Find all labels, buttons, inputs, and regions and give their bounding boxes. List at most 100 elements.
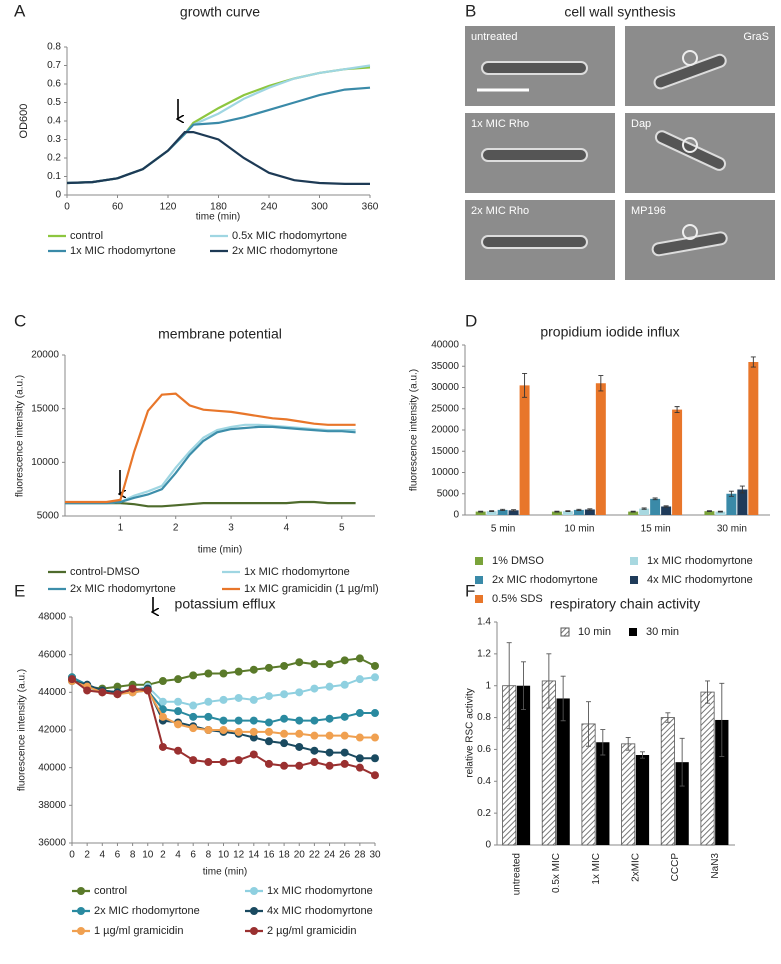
y-tick-label: 0.2	[477, 808, 491, 819]
legend-label: 2x MIC rhodomyrtone	[94, 905, 200, 917]
point	[158, 697, 167, 706]
x-tick-label: 4	[284, 523, 290, 534]
y-tick-label: 36000	[38, 838, 66, 849]
series-line	[66, 131, 370, 185]
point	[371, 709, 379, 718]
error-bar	[598, 375, 604, 392]
point	[295, 729, 304, 738]
point	[264, 663, 273, 672]
point	[355, 733, 364, 742]
point	[83, 686, 92, 695]
bar	[639, 508, 650, 515]
x-tick-label: NaN3	[710, 853, 721, 879]
x-tick-label: 30	[369, 850, 381, 861]
error-bar	[586, 701, 592, 747]
x-tick-label: untreated	[511, 853, 522, 895]
error-bar	[522, 373, 528, 398]
point	[174, 707, 183, 716]
x-tick-label: 2	[84, 850, 90, 861]
point	[234, 756, 243, 765]
point	[189, 712, 198, 721]
error-bar	[706, 510, 712, 513]
point	[340, 748, 349, 757]
x-axis-label: time (min)	[198, 545, 242, 556]
y-tick-label: 1	[485, 680, 491, 691]
series-line	[66, 86, 371, 185]
error-bar	[750, 356, 756, 368]
chart-title: membrane potential	[158, 326, 282, 342]
x-tick-label: 14	[248, 850, 260, 861]
error-bar	[500, 508, 506, 511]
x-tick-label: 3	[228, 523, 234, 534]
error-bar	[719, 682, 725, 758]
bar	[475, 511, 486, 515]
y-tick-label: 0	[453, 510, 459, 521]
y-tick-label: 0.7	[47, 60, 61, 71]
x-tick-label: 8	[130, 850, 136, 861]
y-tick-label: 0.4	[477, 776, 491, 787]
error-bar	[652, 497, 658, 501]
bar	[573, 509, 584, 515]
legend-label: 4x MIC rhodomyrtone	[267, 905, 373, 917]
legend-label: 2x MIC rhodomyrtone	[232, 245, 338, 257]
x-tick-label: 10	[142, 850, 154, 861]
point	[204, 758, 213, 767]
point	[325, 682, 334, 691]
x-tick-label: 6	[115, 850, 121, 861]
error-bar	[630, 510, 636, 513]
x-axis-label: time (min)	[196, 212, 240, 223]
y-tick-label: 0.6	[477, 744, 491, 755]
x-tick-label: 28	[354, 850, 366, 861]
point	[158, 705, 167, 714]
panel-label: C	[14, 311, 26, 330]
point	[371, 771, 379, 780]
point	[340, 656, 349, 665]
point	[234, 727, 243, 736]
legend-label: 30 min	[646, 626, 679, 638]
y-tick-label: 5000	[437, 488, 460, 499]
point	[355, 675, 364, 684]
point	[280, 729, 289, 738]
series-line	[66, 66, 371, 185]
y-tick-label: 0.1	[47, 171, 61, 182]
y-axis-label: fluorescence intensity (a.u.)	[15, 375, 26, 497]
bar	[497, 509, 508, 515]
y-axis-label: fluorescence intensity (a.u.)	[409, 369, 420, 491]
bar	[519, 385, 530, 515]
legend-swatch	[475, 557, 483, 565]
legend-label: 1x MIC rhodomyrtone	[244, 566, 350, 578]
panel-label: E	[14, 581, 25, 600]
y-tick-label: 1.4	[477, 617, 491, 628]
y-tick-label: 15000	[431, 446, 459, 457]
cell	[481, 235, 588, 249]
point	[189, 724, 198, 733]
point	[189, 701, 198, 710]
legend-label: 1x MIC rhodomyrtone	[647, 555, 753, 567]
error-bar	[511, 509, 517, 512]
point	[158, 742, 167, 751]
point	[189, 756, 198, 765]
micrograph-label: 1x MIC Rho	[471, 118, 529, 130]
x-tick-label: CCCP	[670, 853, 681, 882]
x-tick-label: 15 min	[641, 524, 671, 535]
point	[295, 688, 304, 697]
cell-bleb	[682, 224, 698, 240]
legend-swatch	[250, 887, 258, 895]
panel-label: B	[465, 1, 476, 20]
legend-label: 1 µg/ml gramicidin	[94, 925, 183, 937]
bar	[635, 755, 650, 845]
point	[340, 731, 349, 740]
point	[295, 761, 304, 770]
series-line	[65, 392, 356, 504]
x-tick-label: 2xMIC	[630, 853, 641, 882]
bar	[675, 762, 689, 845]
cell	[481, 61, 588, 75]
legend-swatch	[629, 628, 637, 636]
legend-label: control	[70, 230, 103, 242]
y-tick-label: 15000	[31, 403, 59, 414]
error-bar	[546, 653, 552, 709]
point	[219, 669, 228, 678]
legend-swatch	[77, 927, 85, 935]
